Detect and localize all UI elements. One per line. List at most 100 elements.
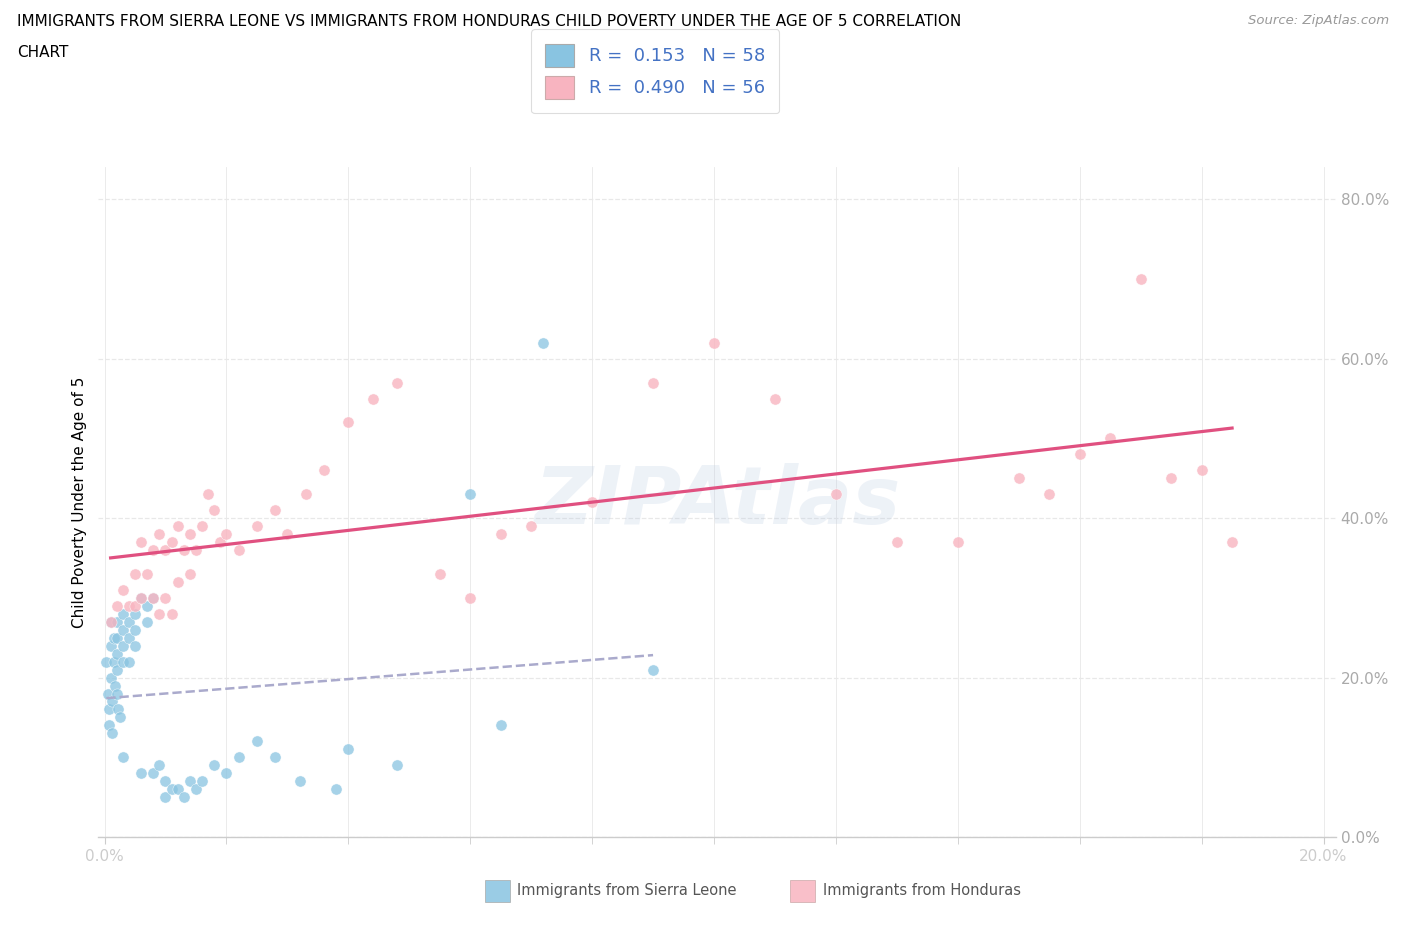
Point xyxy=(166,575,188,590)
Point xyxy=(148,758,170,773)
Point xyxy=(184,542,207,557)
Point xyxy=(124,606,146,621)
Point xyxy=(581,495,603,510)
Point xyxy=(946,535,969,550)
Point xyxy=(641,375,664,390)
Point xyxy=(1038,486,1060,501)
Point xyxy=(385,375,408,390)
Point xyxy=(458,591,481,605)
Point xyxy=(1099,431,1122,445)
Point xyxy=(105,631,128,645)
Point xyxy=(825,486,848,501)
Point xyxy=(104,678,127,693)
Point xyxy=(105,646,128,661)
Point xyxy=(129,765,152,780)
Point xyxy=(288,774,311,789)
Text: IMMIGRANTS FROM SIERRA LEONE VS IMMIGRANTS FROM HONDURAS CHILD POVERTY UNDER THE: IMMIGRANTS FROM SIERRA LEONE VS IMMIGRAN… xyxy=(17,14,962,29)
Point xyxy=(1191,463,1213,478)
Text: Source: ZipAtlas.com: Source: ZipAtlas.com xyxy=(1249,14,1389,27)
Point xyxy=(489,718,512,733)
Point xyxy=(763,392,786,406)
Point xyxy=(1008,471,1031,485)
Point xyxy=(124,566,146,581)
Point xyxy=(385,758,408,773)
Point xyxy=(101,694,124,709)
Point xyxy=(191,519,214,534)
Text: Immigrants from Honduras: Immigrants from Honduras xyxy=(823,884,1021,898)
Point xyxy=(100,671,122,685)
Point xyxy=(142,542,165,557)
Point xyxy=(142,591,165,605)
Point xyxy=(215,526,238,541)
Legend: R =  0.153   N = 58, R =  0.490   N = 56: R = 0.153 N = 58, R = 0.490 N = 56 xyxy=(531,29,779,113)
Point xyxy=(129,535,152,550)
Point xyxy=(105,662,128,677)
Text: ZIPAtlas: ZIPAtlas xyxy=(534,463,900,541)
Point xyxy=(124,638,146,653)
Point xyxy=(118,654,141,669)
Point xyxy=(96,654,118,669)
Point xyxy=(155,591,177,605)
Text: CHART: CHART xyxy=(17,45,69,60)
Point xyxy=(111,654,134,669)
Point xyxy=(100,615,122,630)
Point xyxy=(264,503,287,518)
Point xyxy=(136,598,159,613)
Point xyxy=(228,542,250,557)
Point xyxy=(118,615,141,630)
Y-axis label: Child Poverty Under the Age of 5: Child Poverty Under the Age of 5 xyxy=(72,377,87,628)
Point xyxy=(101,726,124,741)
Point xyxy=(202,758,225,773)
Point xyxy=(111,750,134,764)
Point xyxy=(294,486,316,501)
Point xyxy=(98,718,121,733)
Point xyxy=(160,782,183,797)
Point xyxy=(325,782,347,797)
Point xyxy=(142,765,165,780)
Point xyxy=(129,591,152,605)
Point xyxy=(105,615,128,630)
Point xyxy=(148,526,170,541)
Point xyxy=(264,750,287,764)
Point xyxy=(1220,535,1243,550)
Point xyxy=(129,591,152,605)
Point xyxy=(148,606,170,621)
Point xyxy=(886,535,908,550)
Point xyxy=(107,702,129,717)
Point xyxy=(124,598,146,613)
Point xyxy=(118,598,141,613)
Point xyxy=(160,535,183,550)
Point xyxy=(118,631,141,645)
Point xyxy=(641,662,664,677)
Point xyxy=(166,782,188,797)
Point xyxy=(209,535,232,550)
Point xyxy=(111,622,134,637)
Point xyxy=(166,519,188,534)
Point xyxy=(173,790,195,804)
Point xyxy=(179,774,201,789)
Point xyxy=(100,638,122,653)
Point xyxy=(97,686,120,701)
Point xyxy=(1069,447,1091,462)
Point xyxy=(276,526,298,541)
Point xyxy=(246,734,269,749)
Point xyxy=(160,606,183,621)
Point xyxy=(103,631,125,645)
Point xyxy=(179,566,201,581)
Point xyxy=(1129,272,1152,286)
Point xyxy=(97,702,120,717)
Point xyxy=(142,591,165,605)
Point xyxy=(361,392,384,406)
Point xyxy=(246,519,269,534)
Text: Immigrants from Sierra Leone: Immigrants from Sierra Leone xyxy=(517,884,737,898)
Point xyxy=(124,622,146,637)
Point xyxy=(215,765,238,780)
Point xyxy=(703,336,725,351)
Point xyxy=(489,526,512,541)
Point xyxy=(202,503,225,518)
Point xyxy=(111,638,134,653)
Point xyxy=(337,415,360,430)
Point xyxy=(312,463,335,478)
Point xyxy=(103,654,125,669)
Point xyxy=(337,742,360,757)
